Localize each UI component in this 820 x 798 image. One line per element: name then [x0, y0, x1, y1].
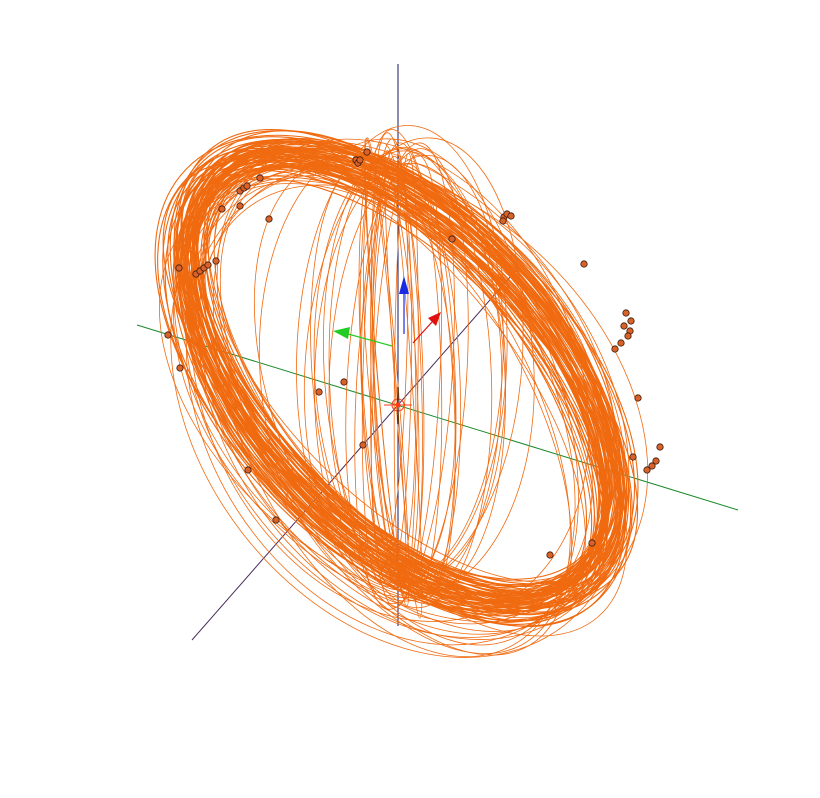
orbit-path [174, 151, 620, 598]
satellite-marker[interactable] [656, 443, 664, 451]
orbit-path [204, 177, 628, 637]
satellite-marker[interactable] [634, 394, 642, 402]
satellite-marker[interactable] [175, 264, 183, 272]
satellite-marker[interactable] [272, 516, 280, 524]
satellite-marker[interactable] [652, 457, 660, 465]
satellite-marker[interactable] [588, 539, 596, 547]
satellites-layer [164, 148, 664, 559]
satellite-marker[interactable] [204, 261, 212, 269]
orbit-path [296, 125, 508, 588]
orbit-path [203, 151, 587, 606]
orbit-path [345, 148, 469, 605]
satellite-marker[interactable] [580, 260, 588, 268]
orbit-path [328, 155, 504, 580]
satellite-marker[interactable] [617, 339, 625, 347]
satellite-marker[interactable] [356, 156, 364, 164]
orbit-path [253, 154, 579, 646]
satellite-marker[interactable] [648, 462, 656, 470]
orbit-path [159, 180, 617, 610]
satellite-marker[interactable] [359, 441, 367, 449]
orbit-path [359, 142, 417, 583]
orbit-path [170, 164, 627, 658]
satellite-marker[interactable] [627, 317, 635, 325]
orbit-path [194, 143, 605, 632]
satellite-marker[interactable] [611, 345, 619, 353]
orbit-path [322, 148, 506, 594]
satellite-marker[interactable] [218, 205, 226, 213]
satellite-marker[interactable] [164, 331, 172, 339]
satellite-marker[interactable] [315, 388, 323, 396]
satellite-marker[interactable] [622, 309, 630, 317]
orbit-path [190, 138, 590, 622]
orbit-path [184, 146, 593, 625]
orbit-path [185, 167, 612, 646]
axis-gizmo [333, 276, 441, 347]
orbit-path [213, 159, 596, 619]
orbit-path [187, 130, 627, 628]
orbit-path [169, 130, 626, 622]
satellite-marker[interactable] [507, 212, 515, 220]
satellite-marker[interactable] [624, 332, 632, 340]
satellite-marker[interactable] [212, 257, 220, 265]
orbit-path [173, 136, 627, 609]
x-axis-arrow-icon [412, 312, 441, 344]
satellite-marker[interactable] [629, 453, 637, 461]
orbit-path [314, 162, 503, 602]
satellite-marker[interactable] [256, 174, 264, 182]
z-axis-arrow-icon [399, 276, 409, 334]
satellite-marker[interactable] [363, 148, 371, 156]
orbit-path [371, 154, 442, 608]
orbits-layer [154, 125, 649, 658]
orbit-path [186, 162, 608, 597]
satellite-marker[interactable] [244, 466, 252, 474]
orbit-path [354, 142, 455, 610]
orbit-path [173, 161, 649, 623]
orbit-path [310, 158, 456, 591]
orbit-path [313, 150, 507, 580]
center-crosshair-icon [384, 387, 412, 424]
satellite-marker[interactable] [448, 235, 456, 243]
orbit-path [182, 140, 633, 615]
orbit-path [258, 138, 535, 598]
satellite-marker[interactable] [546, 551, 554, 559]
orbit-path [194, 164, 586, 622]
satellite-marker[interactable] [620, 322, 628, 330]
satellite-marker[interactable] [499, 217, 507, 225]
orbit-path [212, 150, 576, 658]
satellite-marker[interactable] [176, 364, 184, 372]
orbit-path [384, 149, 423, 619]
y-axis-arrow-icon [333, 327, 393, 347]
orbit-path [358, 155, 420, 584]
satellite-marker[interactable] [243, 182, 251, 190]
satellite-marker[interactable] [265, 215, 273, 223]
orbit-path [216, 158, 571, 655]
orbit-path [361, 138, 409, 576]
satellite-marker[interactable] [643, 466, 651, 474]
orbit-path [303, 137, 524, 587]
orbit-path [190, 164, 625, 597]
satellite-marker[interactable] [236, 202, 244, 210]
orbit-path [361, 174, 462, 595]
orbit-path [363, 129, 456, 598]
satellite-marker[interactable] [340, 378, 348, 386]
